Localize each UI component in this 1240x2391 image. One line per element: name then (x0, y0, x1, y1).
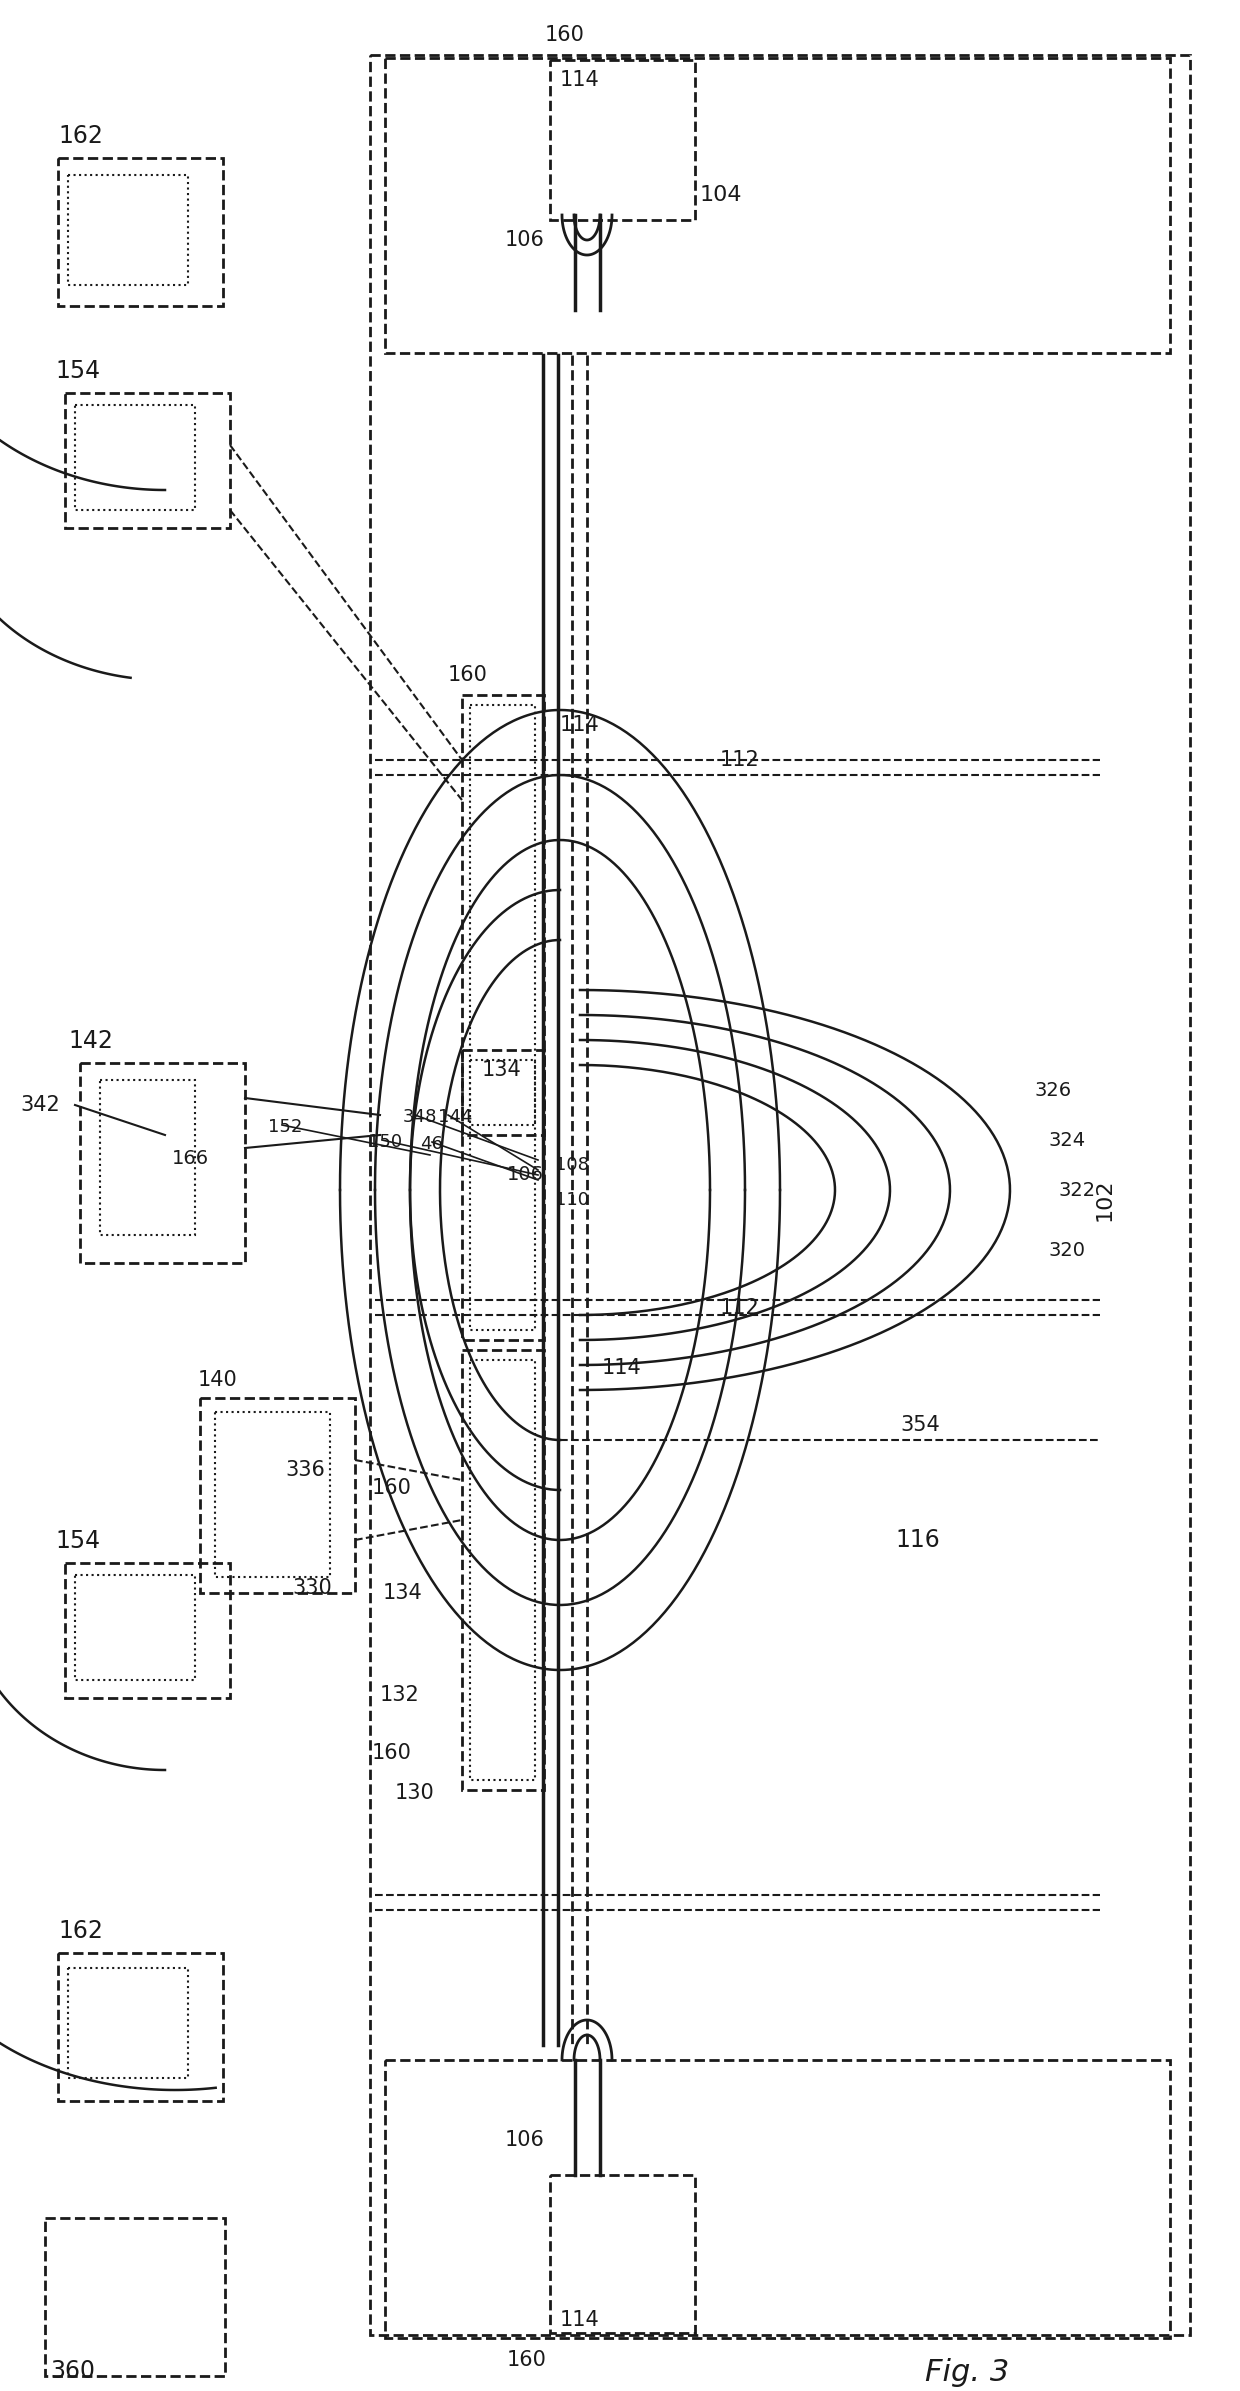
Bar (74, 1576, 195, 1681)
Bar (470, 1059, 534, 1329)
Text: 114: 114 (560, 715, 600, 734)
Bar (74, 404, 195, 509)
Text: 354: 354 (900, 1415, 940, 1435)
Bar (200, 1399, 355, 1592)
Bar (551, 60, 694, 220)
Text: 324: 324 (1048, 1131, 1085, 1150)
Bar (384, 2061, 1171, 2338)
Text: 112: 112 (720, 751, 760, 770)
Bar (551, 2176, 694, 2334)
Bar (463, 1351, 544, 1791)
Text: 104: 104 (701, 184, 743, 206)
Text: 330: 330 (291, 1578, 332, 1597)
Text: 160: 160 (448, 665, 487, 684)
Text: 134: 134 (383, 1583, 423, 1602)
Text: 106: 106 (505, 2130, 544, 2150)
Text: 162: 162 (58, 1920, 103, 1944)
Text: 142: 142 (68, 1028, 113, 1052)
Text: 114: 114 (560, 69, 600, 91)
Text: Fig. 3: Fig. 3 (925, 2358, 1009, 2386)
Bar (58, 1953, 223, 2102)
Bar (68, 175, 188, 285)
Text: 154: 154 (55, 359, 100, 383)
Bar (463, 696, 544, 1136)
Bar (384, 57, 1171, 354)
Text: 106: 106 (507, 1164, 544, 1184)
Bar (45, 2219, 224, 2377)
Text: 160: 160 (372, 1743, 412, 1762)
Text: 140: 140 (198, 1370, 238, 1389)
Text: 108: 108 (556, 1155, 589, 1174)
Text: 336: 336 (285, 1461, 325, 1480)
Text: 150: 150 (368, 1133, 402, 1150)
Text: 160: 160 (546, 24, 585, 45)
Text: 360: 360 (50, 2360, 95, 2384)
Text: 110: 110 (556, 1191, 589, 1210)
Text: 132: 132 (379, 1686, 420, 1705)
Bar (470, 1360, 534, 1779)
Text: 326: 326 (1035, 1081, 1073, 1100)
Text: 152: 152 (268, 1119, 303, 1136)
Text: 342: 342 (20, 1095, 60, 1114)
Text: 348: 348 (403, 1107, 438, 1126)
Text: 322: 322 (1058, 1181, 1095, 1200)
Bar (64, 392, 229, 528)
Bar (81, 1064, 246, 1262)
Text: 160: 160 (507, 2350, 547, 2369)
Text: 166: 166 (172, 1148, 210, 1167)
Text: 46: 46 (420, 1136, 443, 1152)
Bar (64, 1564, 229, 1698)
Text: 112: 112 (720, 1298, 760, 1317)
Text: 144: 144 (438, 1107, 472, 1126)
Text: 102: 102 (1095, 1179, 1115, 1222)
Text: 162: 162 (58, 124, 103, 148)
Text: 114: 114 (601, 1358, 642, 1377)
Text: 154: 154 (55, 1528, 100, 1554)
Bar (463, 1050, 544, 1339)
Bar (370, 55, 1190, 2336)
Bar (68, 1968, 188, 2078)
Text: 106: 106 (505, 230, 544, 251)
Text: 134: 134 (482, 1059, 522, 1081)
Text: 116: 116 (895, 1528, 940, 1552)
Text: 114: 114 (560, 2310, 600, 2329)
Bar (100, 1081, 195, 1236)
Text: 320: 320 (1048, 1241, 1085, 1260)
Bar (58, 158, 223, 306)
Text: 130: 130 (396, 1784, 435, 1803)
Bar (470, 705, 534, 1126)
Text: 160: 160 (372, 1478, 412, 1499)
Bar (215, 1413, 330, 1578)
